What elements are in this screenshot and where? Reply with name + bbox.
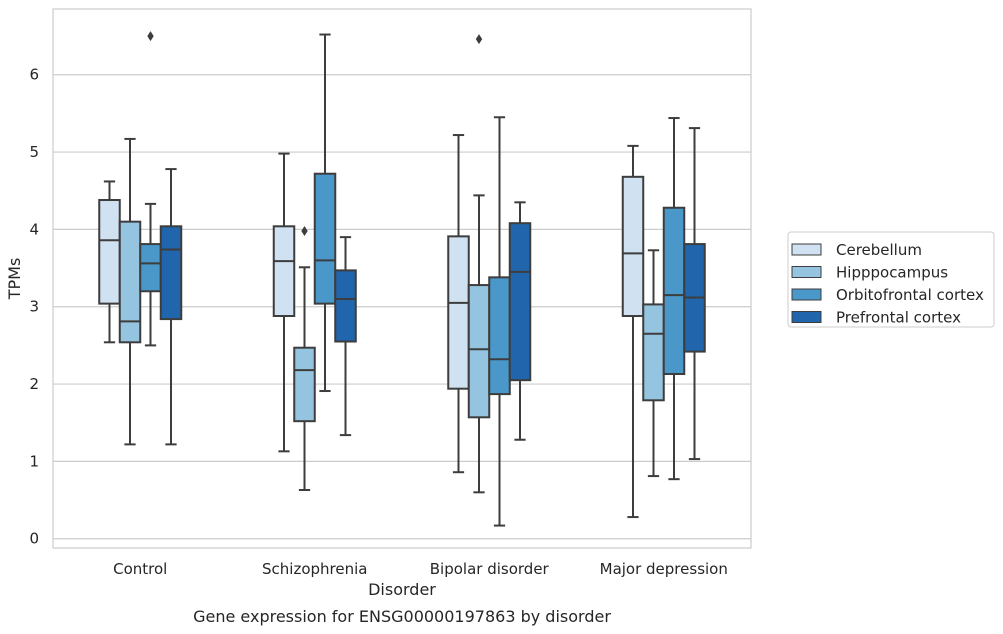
legend-swatch bbox=[791, 266, 822, 278]
box-marks bbox=[98, 31, 706, 527]
legend-frame bbox=[787, 231, 995, 328]
y-tick-label: 6 bbox=[29, 66, 39, 84]
box-2-2 bbox=[293, 225, 316, 492]
box-4-3 bbox=[662, 117, 686, 481]
box-3-4 bbox=[508, 201, 532, 441]
legend-label: Prefrontal cortex bbox=[836, 309, 961, 327]
plot-frame bbox=[52, 8, 752, 549]
legend: Cerebellum Hipppocampus Orbitofrontal cort… bbox=[787, 231, 995, 328]
box-1-1 bbox=[98, 180, 121, 344]
x-tick-label: Control bbox=[113, 560, 167, 578]
box-3-1 bbox=[447, 134, 470, 474]
legend-swatch bbox=[791, 288, 822, 301]
y-tick-label: 2 bbox=[29, 375, 39, 393]
y-tick-label: 0 bbox=[29, 530, 39, 548]
x-tick-labels: Control Schizophrenia Bipolar disorder Majo… bbox=[113, 560, 728, 578]
box-iqr bbox=[621, 175, 645, 318]
legend-label: Orbitofrontal cortex bbox=[836, 286, 984, 304]
y-tick-label: 3 bbox=[29, 298, 39, 316]
box-1-3 bbox=[139, 31, 162, 347]
legend-swatch bbox=[791, 311, 822, 323]
box-1-2 bbox=[118, 137, 142, 446]
box-iqr bbox=[488, 276, 511, 396]
box-1-4 bbox=[159, 168, 183, 446]
box-iqr bbox=[662, 206, 686, 376]
box-iqr bbox=[334, 269, 357, 343]
y-tick-label: 5 bbox=[29, 143, 39, 161]
outlier-point bbox=[301, 225, 308, 236]
y-axis-label: TPMs bbox=[5, 258, 24, 301]
y-tick-label: 4 bbox=[29, 220, 39, 238]
box-4-4 bbox=[683, 127, 706, 461]
box-iqr bbox=[313, 172, 337, 305]
outlier-point bbox=[147, 31, 154, 42]
box-3-3 bbox=[488, 116, 511, 527]
box-iqr bbox=[139, 243, 162, 293]
legend-label: Cerebellum bbox=[836, 241, 922, 259]
box-iqr bbox=[467, 284, 491, 419]
box-2-4 bbox=[334, 236, 357, 437]
outlier-point bbox=[475, 34, 483, 45]
x-tick-label: Schizophrenia bbox=[262, 560, 367, 578]
box-iqr bbox=[447, 235, 470, 390]
y-tick-labels: 0 1 2 3 4 5 6 bbox=[29, 66, 39, 548]
box-iqr bbox=[293, 346, 316, 423]
y-tick-label: 1 bbox=[29, 452, 39, 470]
box-iqr bbox=[272, 225, 296, 318]
box-3-2 bbox=[467, 34, 491, 494]
x-axis-label: Disorder bbox=[368, 580, 436, 599]
box-iqr bbox=[98, 199, 121, 305]
legend-swatch bbox=[791, 243, 822, 256]
box-iqr bbox=[508, 222, 532, 382]
box-2-1 bbox=[272, 152, 296, 453]
box-iqr bbox=[159, 225, 183, 321]
chart-caption: Gene expression for ENSG00000197863 by d… bbox=[193, 607, 611, 626]
box-2-3 bbox=[313, 33, 337, 393]
x-tick-label: Major depression bbox=[600, 560, 728, 578]
x-tick-label: Bipolar disorder bbox=[430, 560, 550, 578]
box-4-2 bbox=[642, 249, 665, 478]
box-4-1 bbox=[621, 144, 645, 519]
box-iqr bbox=[118, 220, 142, 344]
box-iqr bbox=[642, 303, 665, 402]
legend-label: Hipppocampus bbox=[836, 264, 948, 282]
